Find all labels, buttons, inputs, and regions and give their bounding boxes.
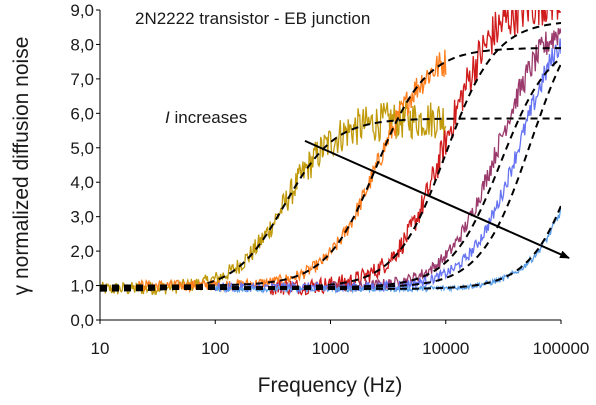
y-tick-labels: 0,0 1,0 2,0 3,0 4,0 5,0 6,0 7,0 8,0 9,0 [70,1,100,330]
series-layer [100,10,561,296]
y-tick-label: 1,0 [70,277,94,296]
x-tick-labels: 10 100 1000 10000 100000 [91,320,590,358]
chart-title: 2N2222 transistor - EB junction [135,9,370,28]
y-axis-title: γ normalized diffusion noise [10,37,33,296]
y-tick-label: 9,0 [70,1,94,20]
x-tick-label: 100000 [533,339,590,358]
fit-curve-3 [100,22,561,289]
y-tick-label: 2,0 [70,242,94,261]
y-tick-label: 3,0 [70,208,94,227]
x-tick-label: 1000 [312,339,350,358]
series-line-3 [269,10,561,296]
trend-arrow [304,139,570,259]
x-tick-label: 10000 [422,339,469,358]
annotation-text: I increases [165,108,247,127]
fit-layer [100,22,561,292]
x-axis-title: Frequency (Hz) [258,374,403,397]
y-tick-label: 4,0 [70,173,94,192]
y-tick-label: 0,0 [70,311,94,330]
x-tick-label: 10 [91,339,110,358]
fit-curve-4 [100,57,561,289]
fit-curve-6 [100,205,561,290]
fit-curve-2 [100,47,561,287]
x-tick-label: 100 [201,339,229,358]
fit-curve-5 [100,63,561,289]
y-tick-label: 5,0 [70,139,94,158]
annotation-rest: increases [170,108,247,127]
y-tick-label: 8,0 [70,35,94,54]
annotation-italic: I [165,108,170,127]
series-line-1 [100,100,447,296]
y-tick-label: 6,0 [70,104,94,123]
series-line-5 [214,38,561,294]
y-tick-label: 7,0 [70,70,94,89]
